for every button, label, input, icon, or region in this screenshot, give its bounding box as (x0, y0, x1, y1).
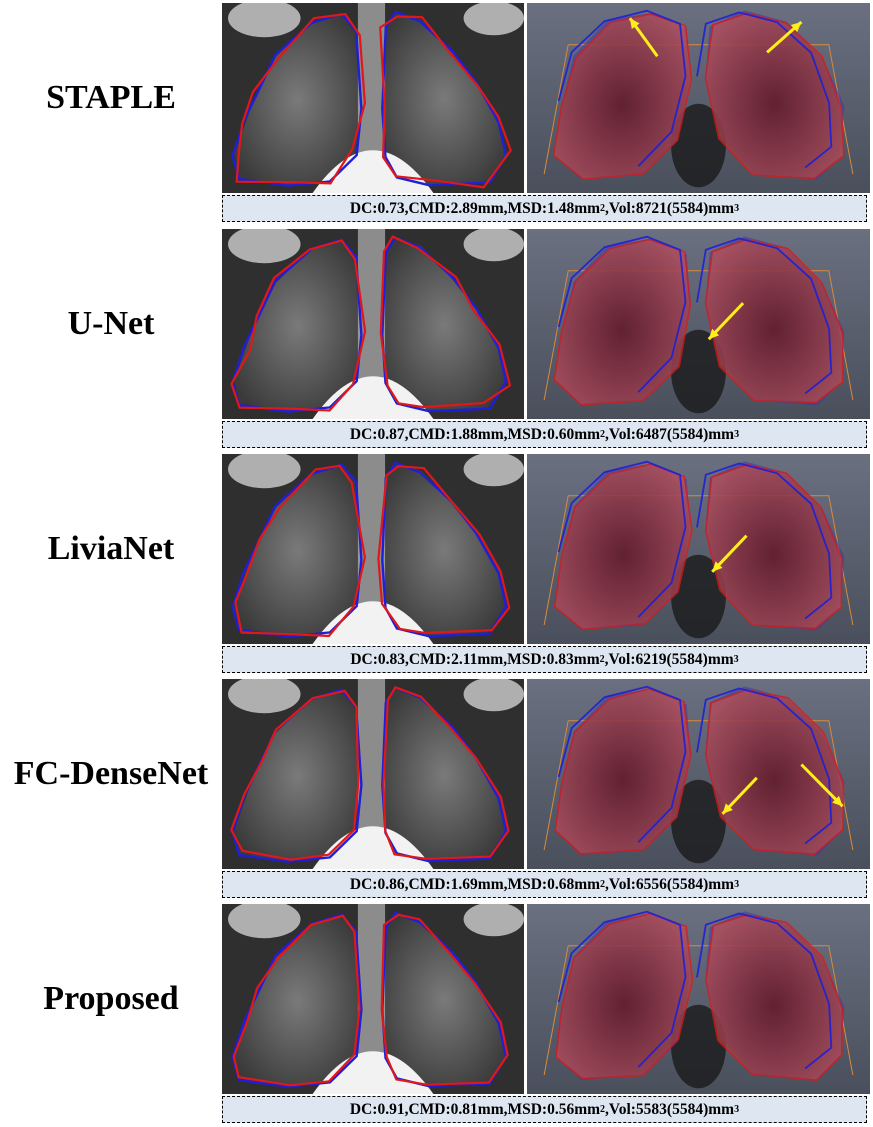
annotation-arrowhead (790, 22, 802, 33)
metric-value: (5584) (666, 1100, 709, 1118)
axial-slice-contour-image (222, 229, 524, 419)
metric-value: mm (708, 425, 735, 443)
metric-value: 0.81mm (450, 1100, 504, 1118)
metric-value: Vol: (608, 425, 636, 443)
method-row: STAPLE DC: 0.73, CMD: 2.89mm, MSD: 1.48mm… (0, 3, 873, 226)
method-label: LiviaNet (47, 530, 175, 567)
metric-value: MSD: (507, 199, 548, 217)
metric-value: (5584) (666, 199, 709, 217)
metric-value: 1.69mm (450, 875, 504, 893)
method-label: FC-DenseNet (13, 755, 209, 792)
metric-value: Vol: (608, 199, 636, 217)
metric-value: DC: (349, 199, 378, 217)
metric-value: MSD: (507, 650, 547, 668)
axial-slice-contour-image (222, 454, 524, 644)
panel-divider (524, 904, 527, 1094)
metrics-caption: DC: 0.83, CMD: 2.11mm, MSD: 0.83mm 2, Vol… (222, 646, 867, 673)
metric-value: mm (708, 1100, 735, 1118)
metric-value: 2.11mm (451, 650, 504, 668)
annotation-arrowhead (712, 561, 723, 572)
metric-value: DC: (349, 875, 378, 893)
metric-value: 0.83 (377, 650, 406, 668)
annotation-arrowhead (629, 18, 640, 30)
method-row: Proposed DC: 0.91, CMD: 0.81mm, MSD: 0.56… (0, 904, 873, 1127)
metric-value: Vol: (608, 875, 636, 893)
method-row: LiviaNet DC: 0.83, CMD: 2.11mm, MSD: 0.83… (0, 454, 873, 677)
axial-slice-contour-image (222, 904, 524, 1094)
metric-value: CMD: (408, 650, 452, 668)
metric-value: DC: (349, 425, 378, 443)
method-label: Proposed (43, 980, 179, 1017)
metric-value: (5584) (666, 425, 709, 443)
metric-value: MSD: (507, 425, 548, 443)
metric-value: Vol: (608, 650, 636, 668)
3d-surface-render-image (527, 229, 870, 419)
metric-value: 0.73 (377, 199, 405, 217)
method-row: FC-DenseNet DC: 0.86, CMD: 1.69mm, MSD: 0… (0, 679, 873, 902)
metric-value: MSD: (507, 1100, 548, 1118)
method-row: U-Net DC: 0.87, CMD: 1.88mm, MSD: 0.60mm 2… (0, 229, 873, 452)
metric-value: 6487 (635, 425, 667, 443)
metric-value: DC: (350, 650, 378, 668)
metrics-caption: DC: 0.86, CMD: 1.69mm, MSD: 0.68mm 2, Vol… (222, 871, 867, 898)
metric-value: 2.89mm (450, 199, 504, 217)
metric-value: CMD: (408, 199, 451, 217)
metric-value: DC: (349, 1100, 378, 1118)
3d-surface-render-image (527, 3, 870, 193)
metric-value: 0.83mm (546, 650, 600, 668)
3d-surface-render-image (527, 904, 870, 1094)
panel-divider (524, 454, 527, 644)
metrics-caption: DC: 0.91, CMD: 0.81mm, MSD: 0.56mm 2, Vol… (222, 1096, 867, 1123)
panel-divider (524, 3, 527, 193)
3d-surface-render-image (527, 679, 870, 869)
metric-value: Vol: (608, 1100, 636, 1118)
metric-value: 0.56mm (547, 1100, 601, 1118)
metric-value: 0.68mm (547, 875, 601, 893)
metrics-caption: DC: 0.87, CMD: 1.88mm, MSD: 0.60mm 2, Vol… (222, 421, 867, 448)
method-label: U-Net (67, 305, 155, 342)
metric-value: CMD: (408, 875, 451, 893)
metric-value: 8721 (635, 199, 667, 217)
metric-value: 0.87 (377, 425, 405, 443)
metric-value: mm (708, 875, 735, 893)
metric-value: (5584) (666, 875, 709, 893)
metrics-caption: DC: 0.73, CMD: 2.89mm, MSD: 1.48mm 2, Vol… (222, 195, 867, 222)
metric-value: 6556 (635, 875, 667, 893)
annotation-arrowhead (832, 795, 843, 807)
metric-value: 0.86 (377, 875, 405, 893)
metric-value: 1.88mm (450, 425, 504, 443)
method-label: STAPLE (46, 79, 176, 116)
panel-divider (524, 229, 527, 419)
annotation-arrowhead (722, 803, 733, 814)
metric-value: 6219 (635, 650, 667, 668)
metric-value: 5583 (635, 1100, 667, 1118)
metric-value: MSD: (507, 875, 548, 893)
axial-slice-contour-image (222, 3, 524, 193)
metric-value: 1.48mm (547, 199, 601, 217)
metric-value: 0.60mm (547, 425, 601, 443)
3d-surface-render-image (527, 454, 870, 644)
metric-value: 0.91 (377, 1100, 405, 1118)
metric-value: mm (708, 199, 735, 217)
metric-value: CMD: (408, 425, 451, 443)
panel-divider (524, 679, 527, 869)
metric-value: CMD: (408, 1100, 451, 1118)
axial-slice-contour-image (222, 679, 524, 869)
metric-value: mm (707, 650, 734, 668)
annotation-arrowhead (708, 328, 720, 340)
metric-value: (5584) (666, 650, 708, 668)
